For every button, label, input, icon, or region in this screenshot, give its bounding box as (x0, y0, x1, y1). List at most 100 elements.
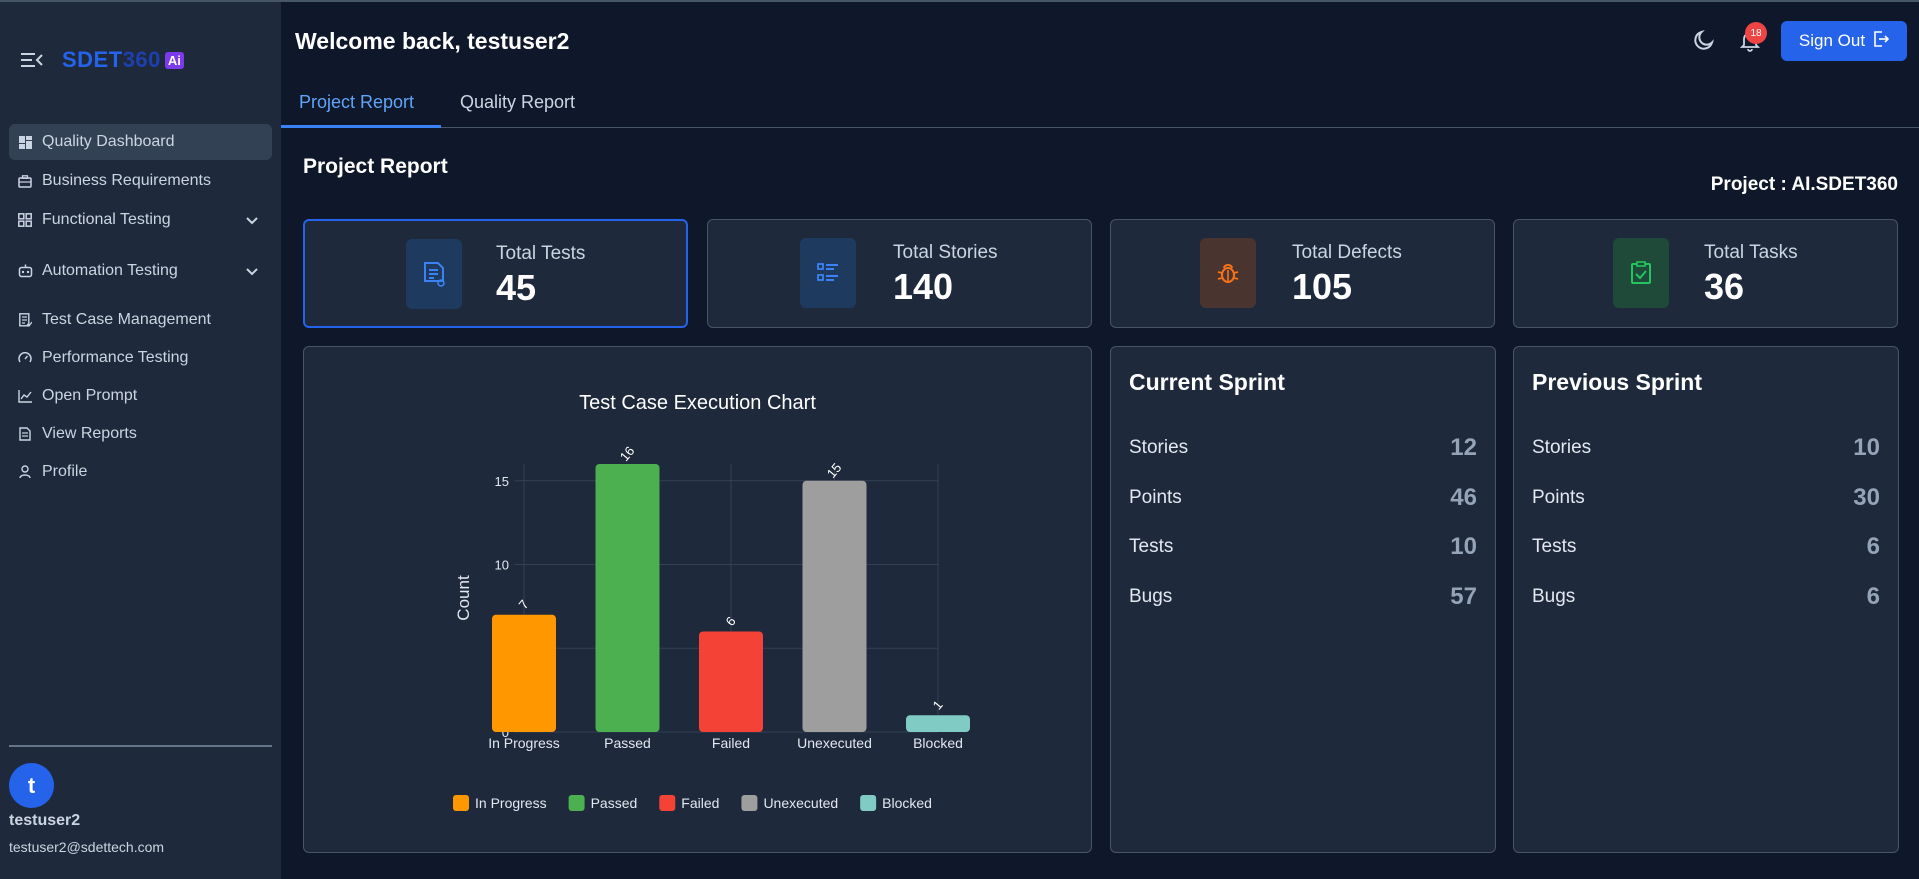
briefcase-icon (17, 173, 33, 189)
sprint-row-stories: Stories 12 (1129, 433, 1477, 463)
top-border (0, 0, 1919, 2)
collapse-menu-icon[interactable] (20, 50, 44, 70)
sidebar-divider (9, 745, 272, 747)
sprint-label: Bugs (1129, 586, 1173, 607)
bug-icon (1200, 238, 1256, 308)
task-check-icon (1613, 238, 1669, 308)
y-tick-label: 15 (495, 474, 509, 489)
section-title: Project Report (303, 155, 448, 178)
sidebar-item-test-case-management[interactable]: Test Case Management (9, 302, 272, 338)
notification-badge: 18 (1745, 22, 1767, 44)
page-title: Welcome back, testuser2 (295, 28, 570, 54)
bar-in-progress (492, 614, 556, 732)
legend-label: Blocked (882, 795, 932, 811)
sprint-value: 46 (1450, 484, 1477, 511)
tab-quality-report[interactable]: Quality Report (460, 92, 576, 112)
previous-sprint-title: Previous Sprint (1532, 369, 1702, 395)
sidebar-item-profile[interactable]: Profile (9, 454, 272, 490)
y-tick-label: 0 (502, 725, 509, 740)
stat-card-total-tests[interactable]: Total Tests 45 (303, 219, 688, 328)
current-sprint-title: Current Sprint (1129, 369, 1285, 395)
avatar[interactable]: t (9, 763, 54, 808)
document-icon (17, 426, 33, 442)
data-label: 16 (617, 443, 638, 464)
sidebar-item-functional-testing[interactable]: Functional Testing (9, 202, 272, 238)
chevron-down-icon[interactable] (244, 212, 260, 228)
legend-swatch (860, 795, 877, 811)
sprint-label: Tests (1129, 536, 1174, 557)
moon-icon[interactable] (1692, 28, 1716, 52)
sprint-row-bugs: Bugs 6 (1532, 582, 1880, 612)
user-email: testuser2@sdettech.com (9, 839, 165, 855)
stat-card-total-stories[interactable]: Total Stories 140 (707, 219, 1092, 328)
test-case-execution-chart: 0510157In Progress16Passed6Failed15Unexe… (453, 443, 970, 811)
gauge-icon (17, 350, 33, 366)
x-tick-label: Failed (712, 735, 750, 751)
sprint-row-points: Points 30 (1532, 483, 1880, 513)
sprint-row-points: Points 46 (1129, 483, 1477, 513)
sprint-label: Tests (1532, 536, 1577, 557)
stat-card-total-defects[interactable]: Total Defects 105 (1110, 219, 1495, 328)
sprint-label: Stories (1532, 437, 1592, 458)
legend-swatch (453, 795, 469, 811)
stat-label: Total Tasks (1704, 242, 1798, 263)
sidebar-item-label: Performance Testing (42, 349, 189, 366)
legend-label: In Progress (475, 795, 547, 811)
sprint-value: 10 (1853, 434, 1880, 461)
sprint-value: 10 (1450, 533, 1477, 560)
sprint-label: Stories (1129, 437, 1189, 458)
legend-label: Passed (591, 795, 638, 811)
logo-text: SDET360 (62, 47, 161, 72)
sidebar-item-automation-testing[interactable]: Automation Testing (9, 253, 272, 289)
sign-out-button[interactable]: Sign Out (1781, 21, 1907, 61)
logout-icon (1873, 30, 1890, 52)
sign-out-label: Sign Out (1798, 31, 1866, 50)
chart-title: Test Case Execution Chart (579, 392, 816, 414)
sprint-row-bugs: Bugs 57 (1129, 582, 1477, 612)
stat-value: 45 (496, 267, 537, 308)
chart-line-icon (17, 388, 33, 404)
legend-swatch (568, 795, 585, 811)
y-tick-label: 10 (495, 558, 509, 573)
x-tick-label: Blocked (913, 735, 963, 751)
sprint-label: Bugs (1532, 586, 1576, 607)
stat-value: 140 (893, 266, 954, 307)
sidebar-item-label: Profile (42, 463, 88, 480)
sidebar-item-quality-dashboard[interactable]: Quality Dashboard (9, 124, 272, 160)
sidebar-item-open-prompt[interactable]: Open Prompt (9, 378, 272, 414)
sidebar-item-label: Business Requirements (42, 172, 211, 189)
sidebar-item-label: Functional Testing (42, 211, 171, 228)
stat-card-total-tasks[interactable]: Total Tasks 36 (1513, 219, 1898, 328)
stat-label: Total Stories (893, 242, 998, 263)
logo[interactable]: SDET360 Ai (62, 46, 184, 74)
dashboard-icon (17, 134, 33, 150)
sidebar-item-performance-testing[interactable]: Performance Testing (9, 340, 272, 376)
sprint-value: 57 (1450, 583, 1477, 610)
test-document-icon (406, 239, 462, 309)
sidebar-item-business-requirements[interactable]: Business Requirements (9, 163, 272, 199)
current-sprint-card: Current Sprint Stories 12 Points 46 Test… (1110, 346, 1496, 853)
sprint-value: 12 (1450, 434, 1477, 461)
chevron-down-icon[interactable] (244, 263, 260, 279)
checklist-icon (17, 312, 33, 328)
stat-label: Total Tests (496, 243, 586, 264)
stat-value: 105 (1292, 266, 1353, 307)
sprint-label: Points (1129, 487, 1182, 508)
sidebar-item-label: Automation Testing (42, 262, 178, 279)
user-name: testuser2 (9, 812, 81, 829)
chart-card: Test Case Execution Chart 0510157In Prog… (303, 346, 1092, 853)
x-tick-label: Passed (604, 735, 651, 751)
x-tick-label: Unexecuted (797, 735, 872, 751)
user-icon (17, 464, 33, 480)
sidebar-item-label: Quality Dashboard (42, 133, 175, 150)
sidebar-item-view-reports[interactable]: View Reports (9, 416, 272, 452)
sprint-value: 6 (1866, 533, 1880, 560)
y-axis-label: Count (454, 575, 473, 621)
sidebar: SDET360 Ai Quality Dashboard Business Re… (0, 2, 281, 879)
grid-icon (17, 212, 33, 228)
tab-project-report[interactable]: Project Report (299, 92, 415, 112)
sprint-value: 30 (1853, 484, 1880, 511)
sprint-value: 6 (1866, 583, 1880, 610)
bar-blocked (906, 715, 970, 732)
legend-swatch (741, 795, 758, 811)
